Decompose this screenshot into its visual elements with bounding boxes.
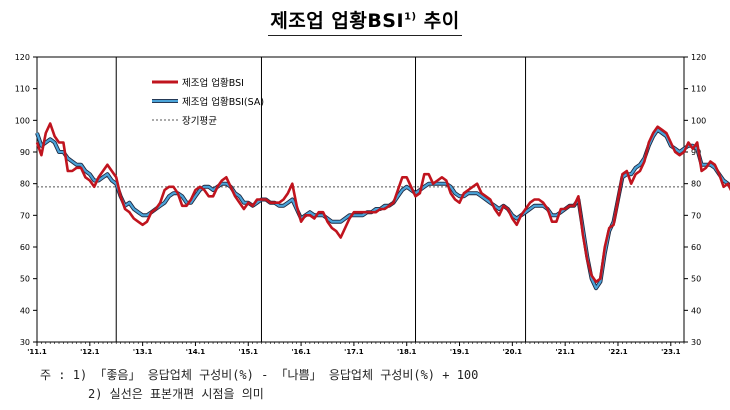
y-tick-label-right: 60 [691, 243, 701, 252]
legend-label: 제조업 업황BSI [182, 77, 244, 89]
x-tick-label: '23.1 [661, 348, 681, 356]
x-tick-label: '16.1 [291, 348, 311, 356]
chart-title-main: 제조업 업황BSI [270, 10, 405, 32]
y-tick-label-left: 30 [20, 338, 30, 347]
x-tick-label: '17.1 [344, 348, 364, 356]
x-tick-label: '12.1 [80, 348, 100, 356]
plot-frame [36, 56, 685, 343]
chart-title-footnote-mark: 1) [404, 11, 417, 23]
x-tick-label: '13.1 [133, 348, 153, 356]
x-tick-label: '21.1 [555, 348, 575, 356]
y-tick-label-left: 50 [20, 275, 30, 284]
legend-label: 제조업 업황BSI(SA) [182, 96, 264, 108]
series-bsi-line [35, 122, 730, 284]
chart-title: 제조업 업황BSI1) 추이 [0, 6, 730, 36]
y-tick-label-right: 80 [691, 180, 701, 189]
footnote-2: 2) 실선은 표본개편 시점을 의미 [88, 387, 264, 401]
y-tick-label-left: 80 [20, 180, 30, 189]
y-tick-label-right: 70 [691, 211, 701, 220]
x-tick-label: '11.1 [27, 348, 47, 356]
y-tick-label-right: 110 [691, 85, 706, 94]
x-tick-label: '18.1 [397, 348, 417, 356]
series-lines [35, 122, 730, 291]
y-tick-label-right: 50 [691, 275, 701, 284]
y-tick-label-left: 120 [15, 53, 30, 62]
y-tick-label-left: 110 [15, 85, 30, 94]
x-tick-label: '22.1 [608, 348, 628, 356]
y-tick-label-right: 100 [691, 116, 706, 125]
y-tick-label-left: 100 [15, 116, 30, 125]
chart-legend: 제조업 업황BSI 제조업 업황BSI(SA) 장기평균 [152, 77, 264, 127]
x-tick-label: '20.1 [503, 348, 523, 356]
x-tick-label: '15.1 [239, 348, 259, 356]
y-tick-label-right: 90 [691, 148, 701, 157]
footnote-1: 주 : 1) 「좋음」 응답업체 구성비(%) - 「나쁨」 응답업체 구성비(… [40, 368, 479, 382]
chart-axes: 30 30 40 40 50 50 60 60 70 70 80 80 90 90 100 100 110 110… [15, 53, 707, 356]
y-tick-label-left: 70 [20, 211, 30, 220]
x-tick-label: '14.1 [186, 348, 206, 356]
legend-label: 장기평균 [182, 116, 217, 127]
y-tick-label-right: 120 [691, 53, 706, 62]
y-tick-label-left: 60 [20, 243, 30, 252]
y-tick-label-right: 40 [691, 306, 701, 315]
y-tick-label-right: 30 [691, 338, 701, 347]
chart-title-suffix: 추이 [416, 10, 460, 32]
y-tick-label-left: 90 [20, 148, 30, 157]
x-tick-label: '19.1 [450, 348, 470, 356]
y-tick-label-left: 40 [20, 306, 30, 315]
